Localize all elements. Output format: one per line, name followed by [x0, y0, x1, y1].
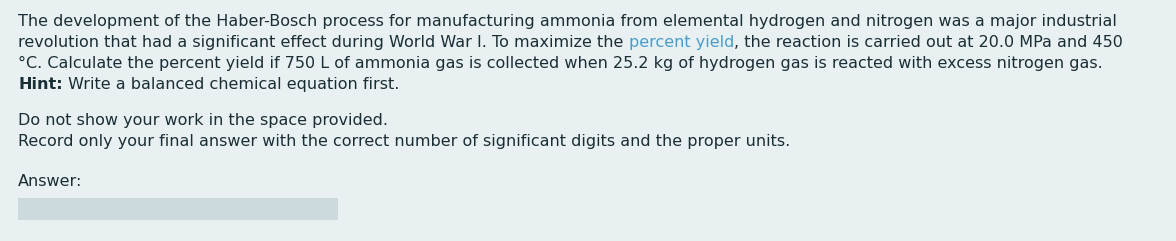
Text: Record only your final answer with the correct number of significant digits and : Record only your final answer with the c…	[18, 134, 790, 149]
Text: The development of the Haber-Bosch process for manufacturing ammonia from elemen: The development of the Haber-Bosch proce…	[18, 14, 1117, 29]
Text: Do not show your work in the space provided.: Do not show your work in the space provi…	[18, 113, 388, 128]
FancyBboxPatch shape	[18, 198, 338, 220]
Text: revolution that had a significant effect during World War I. To maximize the: revolution that had a significant effect…	[18, 35, 628, 50]
Text: Answer:: Answer:	[18, 174, 82, 189]
Text: percent yield: percent yield	[628, 35, 734, 50]
Text: °C. Calculate the percent yield if 750 L of ammonia gas is collected when 25.2 k: °C. Calculate the percent yield if 750 L…	[18, 56, 1103, 71]
Text: , the reaction is carried out at 20.0 MPa and 450: , the reaction is carried out at 20.0 MP…	[734, 35, 1123, 50]
Text: Write a balanced chemical equation first.: Write a balanced chemical equation first…	[62, 77, 399, 92]
Text: Hint:: Hint:	[18, 77, 62, 92]
